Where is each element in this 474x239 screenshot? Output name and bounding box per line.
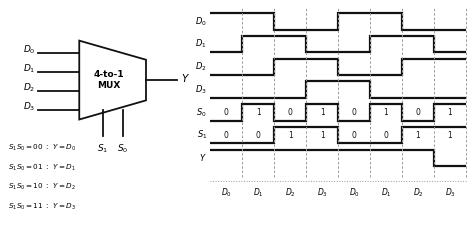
- Text: $S_1$: $S_1$: [97, 142, 108, 155]
- Text: $D_2$: $D_2$: [413, 187, 423, 199]
- Text: $S_0$: $S_0$: [196, 106, 207, 119]
- Text: 0: 0: [255, 131, 261, 140]
- Text: $D_0$: $D_0$: [23, 43, 36, 56]
- Text: 0: 0: [224, 131, 228, 140]
- Text: $Y$: $Y$: [199, 152, 207, 163]
- Text: $D_1$: $D_1$: [253, 187, 264, 199]
- Text: $S_1S_0 = 11\ :\ Y = D_3$: $S_1S_0 = 11\ :\ Y = D_3$: [9, 202, 76, 212]
- Text: 0: 0: [288, 108, 292, 117]
- Text: $D_0$: $D_0$: [195, 15, 207, 27]
- Text: $S_1S_0 = 10\ :\ Y = D_2$: $S_1S_0 = 10\ :\ Y = D_2$: [9, 182, 76, 192]
- Text: $D_1$: $D_1$: [23, 63, 36, 75]
- Text: $D_1$: $D_1$: [195, 38, 207, 50]
- Text: 0: 0: [352, 108, 356, 117]
- Text: 0: 0: [383, 131, 389, 140]
- Text: $D_0$: $D_0$: [221, 187, 232, 199]
- Text: $D_2$: $D_2$: [23, 82, 36, 94]
- Text: 0: 0: [416, 108, 420, 117]
- Text: $D_2$: $D_2$: [285, 187, 295, 199]
- Text: 1: 1: [320, 131, 325, 140]
- Text: 1: 1: [320, 108, 325, 117]
- Text: $D_0$: $D_0$: [348, 187, 360, 199]
- Text: $D_3$: $D_3$: [317, 187, 328, 199]
- Text: 1: 1: [383, 108, 388, 117]
- Text: 1: 1: [447, 131, 452, 140]
- Text: 1: 1: [288, 131, 292, 140]
- Text: $Y$: $Y$: [181, 72, 190, 84]
- Text: $D_3$: $D_3$: [23, 101, 36, 113]
- Text: $S_1S_0 = 00\ :\ Y = D_0$: $S_1S_0 = 00\ :\ Y = D_0$: [9, 143, 76, 153]
- Text: 1: 1: [447, 108, 452, 117]
- Text: 0: 0: [352, 131, 356, 140]
- Text: $D_3$: $D_3$: [195, 83, 207, 96]
- Text: 1: 1: [416, 131, 420, 140]
- Text: $S_0$: $S_0$: [117, 142, 128, 155]
- Text: $D_3$: $D_3$: [445, 187, 456, 199]
- Text: $S_1S_0 = 01\ :\ Y = D_1$: $S_1S_0 = 01\ :\ Y = D_1$: [9, 163, 76, 173]
- Text: $D_1$: $D_1$: [381, 187, 392, 199]
- Text: 0: 0: [224, 108, 228, 117]
- Text: $D_2$: $D_2$: [195, 61, 207, 73]
- Text: 1: 1: [256, 108, 261, 117]
- Text: $S_1$: $S_1$: [197, 129, 207, 141]
- Text: 4-to-1
MUX: 4-to-1 MUX: [93, 70, 124, 90]
